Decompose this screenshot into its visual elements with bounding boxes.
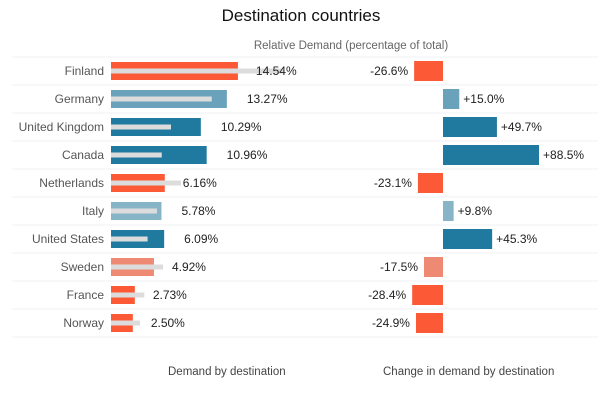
chart-title: Destination countries — [221, 6, 381, 25]
change-bar — [443, 145, 540, 165]
change-value-label: -17.5% — [380, 260, 418, 274]
change-bar — [443, 117, 497, 137]
change-value-label: -23.1% — [374, 176, 412, 190]
demand-value-label: 10.96% — [227, 148, 268, 162]
category-label: France — [67, 288, 105, 302]
change-value-label: +88.5% — [543, 148, 584, 162]
category-label: Netherlands — [39, 176, 104, 190]
demand-value-label: 5.78% — [181, 204, 215, 218]
category-label: Canada — [62, 148, 104, 162]
prior-demand-bar — [111, 208, 157, 214]
change-bar — [412, 285, 443, 305]
prior-demand-bar — [111, 236, 148, 242]
demand-value-label: 2.73% — [153, 288, 187, 302]
change-bar — [414, 61, 443, 81]
change-bar — [424, 257, 443, 277]
demand-value-label: 14.54% — [256, 64, 297, 78]
category-label: Sweden — [61, 260, 104, 274]
demand-value-label: 10.29% — [221, 120, 262, 134]
change-value-label: -24.9% — [372, 316, 410, 330]
prior-demand-bar — [111, 180, 181, 186]
prior-demand-bar — [111, 96, 212, 102]
demand-value-label: 2.50% — [151, 316, 185, 330]
category-label: Germany — [55, 92, 104, 106]
change-bar — [417, 173, 443, 193]
x-axis-label-left: Demand by destination — [168, 366, 286, 378]
category-label: Norway — [63, 316, 104, 330]
change-value-label: -28.4% — [368, 288, 406, 302]
prior-demand-bar — [111, 292, 145, 298]
category-label: United States — [32, 232, 104, 246]
prior-demand-bar — [111, 264, 164, 270]
prior-demand-bar — [111, 320, 141, 326]
change-bar — [415, 313, 443, 333]
demand-value-label: 6.09% — [184, 232, 218, 246]
change-bar — [443, 89, 460, 109]
chart-subtitle: Relative Demand (percentage of total) — [253, 40, 449, 52]
category-label: Finland — [65, 64, 104, 78]
change-value-label: +45.3% — [496, 232, 537, 246]
change-value-label: +9.8% — [458, 204, 493, 218]
x-axis-label-right: Change in demand by destination — [383, 366, 555, 378]
demand-value-label: 6.16% — [183, 176, 217, 190]
change-value-label: +49.7% — [501, 120, 542, 134]
demand-value-label: 4.92% — [172, 260, 206, 274]
prior-demand-bar — [111, 68, 284, 74]
prior-demand-bar — [111, 152, 162, 158]
change-bar — [443, 201, 454, 221]
category-label: Italy — [82, 204, 104, 218]
change-bar — [443, 229, 493, 249]
category-label: United Kingdom — [19, 120, 104, 134]
change-value-label: -26.6% — [370, 64, 408, 78]
demand-value-label: 13.27% — [247, 92, 288, 106]
prior-demand-bar — [111, 124, 172, 130]
change-value-label: +15.0% — [463, 92, 504, 106]
